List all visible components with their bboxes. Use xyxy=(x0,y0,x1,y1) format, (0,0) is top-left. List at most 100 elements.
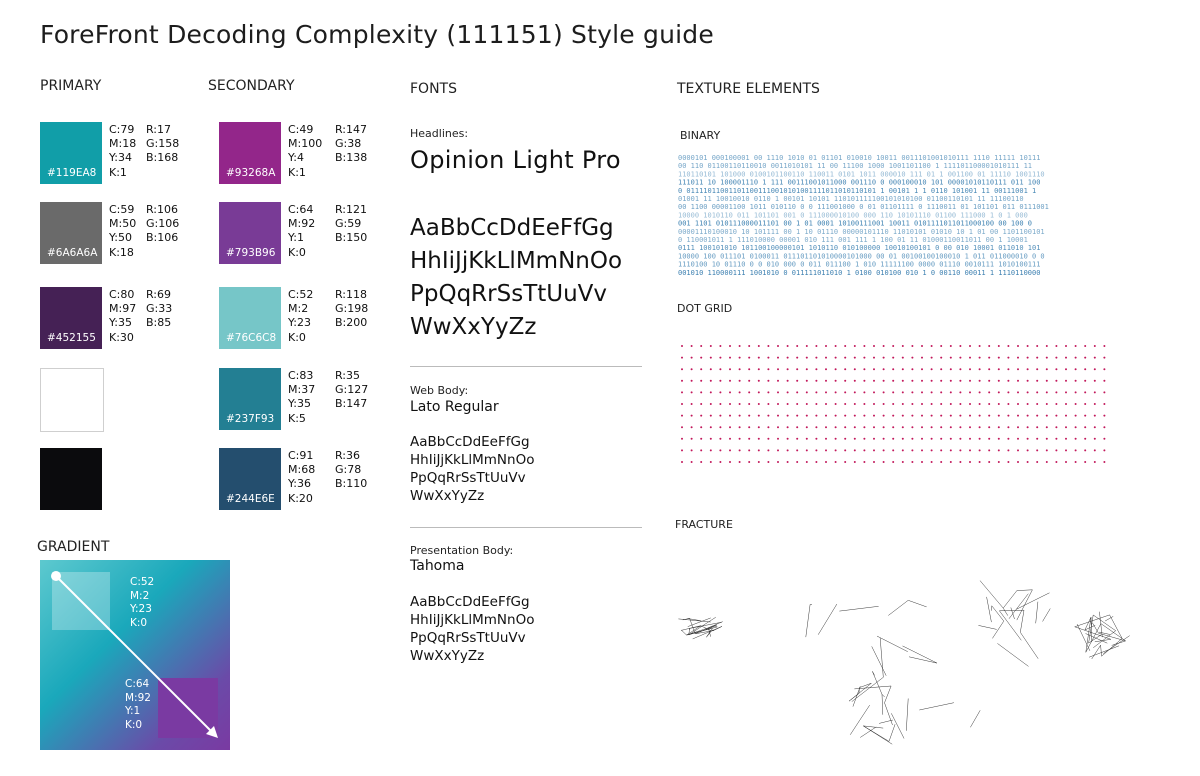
grid-dot xyxy=(729,426,731,429)
grid-dot xyxy=(690,345,693,347)
grid-dot xyxy=(988,345,991,347)
grid-dot xyxy=(786,379,789,382)
grid-dot xyxy=(844,437,847,440)
rgb-b: B:106 xyxy=(146,231,179,245)
grid-dot xyxy=(786,437,789,440)
grid-dot xyxy=(1045,379,1048,382)
grid-dot xyxy=(863,379,866,382)
grid-dot xyxy=(1007,414,1010,417)
presentation-body-font-name: Tahoma xyxy=(410,558,465,574)
grid-dot xyxy=(997,414,1000,417)
grid-dot xyxy=(690,391,693,394)
grid-dot xyxy=(1026,391,1029,394)
cmyk-c: C:91 xyxy=(288,449,314,462)
cmyk-k: K:0 xyxy=(130,616,148,629)
grid-dot xyxy=(911,426,914,429)
grid-dot xyxy=(805,391,808,394)
grid-dot xyxy=(1017,391,1019,394)
grid-dot xyxy=(1026,437,1029,440)
grid-dot xyxy=(825,368,827,371)
grid-dot xyxy=(748,379,751,382)
grid-dot xyxy=(1045,414,1048,417)
grid-dot xyxy=(729,414,731,417)
grid-dot xyxy=(1017,345,1019,347)
grid-dot xyxy=(930,414,933,417)
grid-dot xyxy=(719,345,722,347)
grid-dot xyxy=(681,426,683,429)
grid-dot xyxy=(719,391,722,394)
grid-dot xyxy=(690,437,693,440)
fracture-edge xyxy=(881,694,884,715)
grid-dot xyxy=(738,379,741,382)
grid-dot xyxy=(921,426,923,429)
grid-dot xyxy=(930,345,933,347)
grid-dot xyxy=(882,368,885,371)
grid-dot xyxy=(1103,356,1106,359)
fracture-edge xyxy=(706,625,714,638)
grid-dot xyxy=(796,391,799,394)
cmyk-k: K:0 xyxy=(125,718,143,731)
grid-dot xyxy=(844,345,847,347)
grid-dot xyxy=(1093,391,1096,394)
cmyk-y: Y:4 xyxy=(288,151,304,165)
grid-dot xyxy=(690,356,693,359)
grid-dot xyxy=(901,414,904,417)
color-swatch: #119EA8 xyxy=(40,122,102,184)
grid-dot xyxy=(767,414,770,417)
rgb-values: R:147 G:38 B:138 xyxy=(335,123,367,166)
grid-dot xyxy=(949,403,952,405)
fracture-edge xyxy=(1093,614,1116,631)
fracture-edge xyxy=(839,606,879,612)
grid-dot xyxy=(1065,391,1067,394)
secondary-heading: SECONDARY xyxy=(208,78,295,94)
grid-dot xyxy=(834,345,837,347)
grid-dot xyxy=(1017,437,1019,440)
grid-dot xyxy=(681,437,683,440)
grid-dot xyxy=(901,391,904,394)
grid-dot xyxy=(767,461,770,463)
color-swatch: #6A6A6A xyxy=(40,202,102,264)
binary-row: 01001 11 10010010 0110 1 00101 10101 110… xyxy=(678,195,1024,203)
grid-dot xyxy=(738,426,741,429)
grid-dot xyxy=(997,426,1000,429)
grid-dot xyxy=(738,356,741,359)
grid-dot xyxy=(844,379,847,382)
grid-dot xyxy=(921,403,923,405)
grid-dot xyxy=(767,426,770,429)
grid-dot xyxy=(844,403,847,405)
grid-dot xyxy=(825,356,827,359)
grid-dot xyxy=(959,437,962,440)
grid-dot xyxy=(825,461,827,463)
fracture-edge xyxy=(997,643,1029,667)
fracture-edge xyxy=(1089,645,1120,658)
grid-dot xyxy=(709,461,712,463)
grid-dot xyxy=(805,345,808,347)
grid-dot xyxy=(757,379,760,382)
grid-dot xyxy=(1074,368,1077,371)
grid-dot xyxy=(796,449,799,452)
rgb-r: R:147 xyxy=(335,123,368,136)
grid-dot xyxy=(748,414,751,417)
color-swatch: #793B96 xyxy=(219,202,281,264)
cmyk-k: K:0 xyxy=(288,330,306,344)
grid-dot xyxy=(949,345,952,347)
grid-dot xyxy=(786,414,789,417)
grid-dot xyxy=(1036,414,1039,417)
grid-dot xyxy=(786,345,789,347)
grid-dot xyxy=(930,391,933,394)
swatch-hex-code: #793B96 xyxy=(226,247,276,259)
grid-dot xyxy=(719,414,722,417)
cmyk-y: Y:1 xyxy=(288,231,304,245)
grid-dot xyxy=(959,414,962,417)
grid-dot xyxy=(1026,426,1029,429)
rgb-r: R:35 xyxy=(335,369,361,382)
grid-dot xyxy=(853,426,856,429)
grid-dot xyxy=(1017,414,1019,417)
grid-dot xyxy=(1093,379,1096,382)
grid-dot xyxy=(1103,461,1106,463)
cmyk-k: K:18 xyxy=(109,245,134,259)
rgb-values: R:36 G:78 B:110 xyxy=(335,449,367,492)
grid-dot xyxy=(738,414,741,417)
primary-heading: PRIMARY xyxy=(40,78,102,94)
grid-dot xyxy=(1084,379,1087,382)
